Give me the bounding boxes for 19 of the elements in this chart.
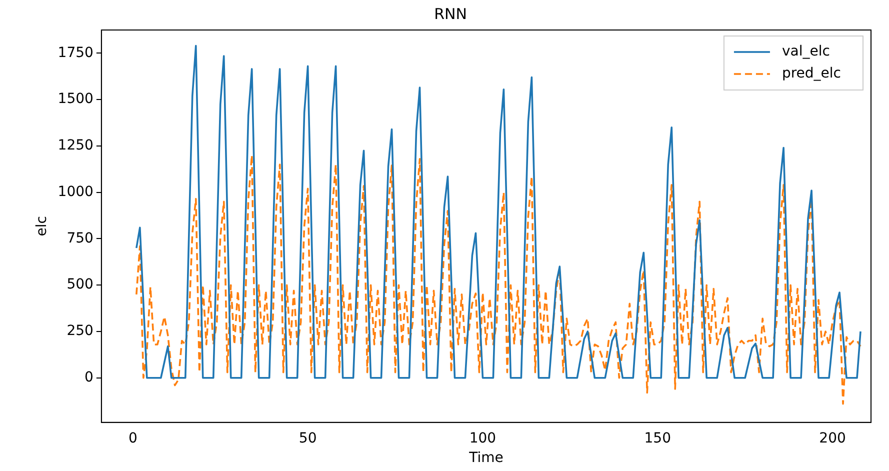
line-series [136, 154, 862, 405]
y-tick-label: 1750 [58, 44, 94, 61]
chart-title: RNN [434, 4, 467, 23]
y-axis-title: elc [34, 216, 50, 236]
y-tick-label: 1000 [58, 184, 94, 200]
x-tick-label: 100 [469, 430, 496, 446]
y-tick-label: 0 [84, 370, 94, 386]
legend-label: val_elc [782, 44, 830, 60]
y-tick-label: 250 [66, 323, 94, 340]
x-tick-label: 200 [819, 430, 846, 446]
y-tick-label: 1250 [58, 138, 94, 154]
x-tick-label: 50 [298, 430, 317, 446]
x-tick-label: 0 [128, 430, 138, 446]
x-axis-title: Time [468, 450, 504, 466]
x-tick-label: 150 [644, 430, 671, 446]
y-tick-label: 500 [66, 276, 94, 293]
y-tick-label: 1500 [58, 91, 94, 108]
y-tick-label: 750 [66, 230, 94, 246]
legend-label: pred_elc [782, 66, 842, 82]
